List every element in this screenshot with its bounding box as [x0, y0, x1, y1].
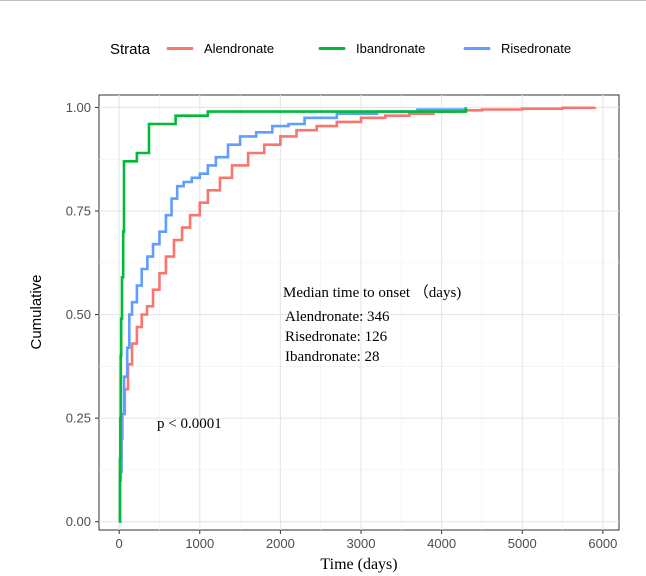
x-tick-label: 5000 [508, 536, 537, 551]
y-tick-label: 1.00 [66, 100, 91, 115]
series-layer [118, 106, 597, 524]
legend-label-risedronate: Risedronate [501, 41, 571, 56]
p-value-label: p < 0.0001 [157, 416, 222, 432]
y-tick-label: 0.50 [66, 307, 91, 322]
legend-item-alendronate: Alendronate [166, 41, 274, 56]
plot-panel [98, 94, 620, 531]
legend-label-ibandronate: Ibandronate [356, 41, 425, 56]
x-tick-label: 1000 [185, 536, 214, 551]
x-tick-label: 2000 [266, 536, 295, 551]
x-axis-title: Time (days) [320, 556, 397, 573]
series-line-alendronate [118, 106, 597, 524]
series-line-ibandronate [118, 107, 468, 524]
y-tick-label: 0.75 [66, 204, 91, 219]
legend: Strata Alendronate Ibandronate Risedrona… [110, 41, 571, 58]
series-line-risedronate [118, 107, 468, 524]
legend-label-alendronate: Alendronate [204, 41, 274, 56]
y-tick-label: 0.25 [66, 411, 91, 426]
x-tick-label: 0 [116, 536, 123, 551]
y-tick-label: 0.00 [66, 514, 91, 529]
y-axis-title: Cumulative [28, 274, 45, 349]
grid [99, 95, 619, 530]
median-alendronate: Alendronate: 346 [285, 309, 390, 325]
legend-item-ibandronate: Ibandronate [318, 41, 425, 56]
median-title: Median time to onset （days) [283, 284, 461, 301]
median-annotation: Median time to onset （days) Alendronate:… [283, 284, 461, 365]
median-ibandronate: Ibandronate: 28 [285, 349, 380, 365]
axes: 0 1000 2000 3000 4000 5000 6000 0.00 0.25 0.50 0.7… [66, 100, 618, 551]
x-tick-label: 4000 [427, 536, 456, 551]
legend-title: Strata [110, 41, 151, 58]
x-tick-label: 3000 [347, 536, 376, 551]
x-tick-label: 6000 [588, 536, 617, 551]
median-risedronate: Risedronate: 126 [285, 329, 388, 345]
legend-item-risedronate: Risedronate [463, 41, 571, 56]
